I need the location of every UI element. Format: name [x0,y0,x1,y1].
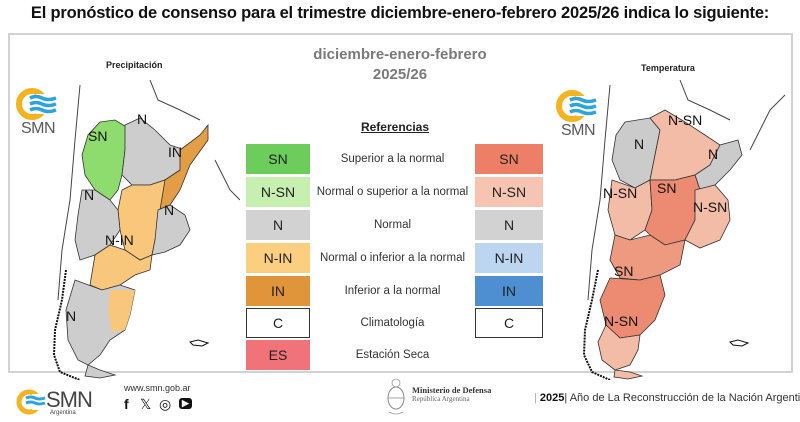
period-year: 2025/26 [372,66,428,83]
temp-label-n-northwest: N [634,136,645,152]
year-motto-text: Año de La Reconstrucción de la Nación Ar… [569,392,800,404]
temp-legend-n-in: N-IN [475,243,543,273]
references-title: Referencias [360,120,430,134]
precip-label-in: IN [168,144,182,160]
precip-legend-n-sn: N-SN [246,177,310,207]
instagram-icon[interactable]: ◎ [159,396,172,412]
legend-desc-inferior: Inferior a la normal [344,285,441,297]
temp-label-n-northeast: N [708,146,719,162]
precip-label-n-in: N-IN [105,232,134,248]
precip-label-n-east: N [164,202,175,218]
precip-legend-c: C [246,308,310,338]
precip-label-n-west: N [84,187,95,203]
smn-logo-precipitation: SMN [14,86,62,142]
temp-legend-n: N [475,210,543,240]
legend-desc-normal: Normal [373,219,412,231]
smn-logo-icon [16,88,57,120]
temp-legend-c: C [475,308,543,338]
temp-label-sn-patagonia: SN [614,263,634,279]
ministry-country: República Argentina [412,395,470,403]
smn-footer-logo-icon [16,389,46,415]
temp-legend-sn: SN [475,144,543,174]
legend-desc-climatologia: Climatología [360,317,425,329]
legend-desc-normal-superior: Normal o superior a la normal [316,186,469,198]
precip-legend-es: ES [246,340,310,370]
footer-smn-logo: SMN Argentina [16,385,106,417]
temp-label-n-sn-west: N-SN [603,185,638,201]
precip-legend-sn: SN [246,144,310,174]
year-number: 2025 [539,392,565,404]
youtube-icon[interactable]: ▶ [179,398,192,409]
footer-smn-subtext: Argentina [50,410,76,416]
facebook-icon[interactable]: f [124,396,129,412]
footer-smn-text: SMN [46,387,93,412]
legend-desc-superior: Superior a la normal [340,153,445,165]
legend-desc-estacion-seca: Estación Seca [355,349,430,361]
smn-logo-text: SMN [560,122,596,139]
ministry-name: Ministerio de Defensa [412,385,492,395]
precipitation-map [52,80,240,380]
temperature-map-title: Temperatura [641,63,695,73]
precip-label-n-north: N [137,111,148,127]
precip-label-n-south: N [66,308,77,324]
temp-label-n-sn-south: N-SN [604,313,639,329]
precipitation-map-title: Precipitación [106,60,163,70]
period-months: diciembre-enero-febrero [313,46,487,63]
precip-label-sn: SN [88,128,108,144]
argentina-coat-of-arms-icon [387,378,405,415]
x-twitter-icon[interactable]: 𝕏 [140,396,152,412]
precip-legend-in: IN [246,276,310,306]
precip-legend-n: N [246,210,310,240]
temp-label-n-sn-east: N-SN [693,199,728,215]
forecast-period: diciembre-enero-febrero 2025/26 [0,45,800,85]
ministry-of-defense: Ministerio de Defensa República Argentin… [412,385,491,403]
temp-label-sn-central: SN [657,180,677,196]
year-motto: | 2025| Año de La Reconstrucción de la N… [534,392,800,404]
smn-logo-temperature: SMN [554,88,602,144]
smn-logo-icon [556,90,597,122]
smn-website-link[interactable]: www.smn.gob.ar [124,383,191,393]
temp-legend-n-sn: N-SN [475,177,543,207]
temp-legend-in: IN [475,276,543,306]
precip-legend-n-in: N-IN [246,243,310,273]
smn-logo-text: SMN [20,120,56,137]
page-headline: El pronóstico de consenso para el trimes… [30,4,770,22]
temp-label-n-sn-north: N-SN [668,112,703,128]
legend-desc-normal-inferior: Normal o inferior a la normal [319,252,466,264]
temperature-map [582,80,786,380]
